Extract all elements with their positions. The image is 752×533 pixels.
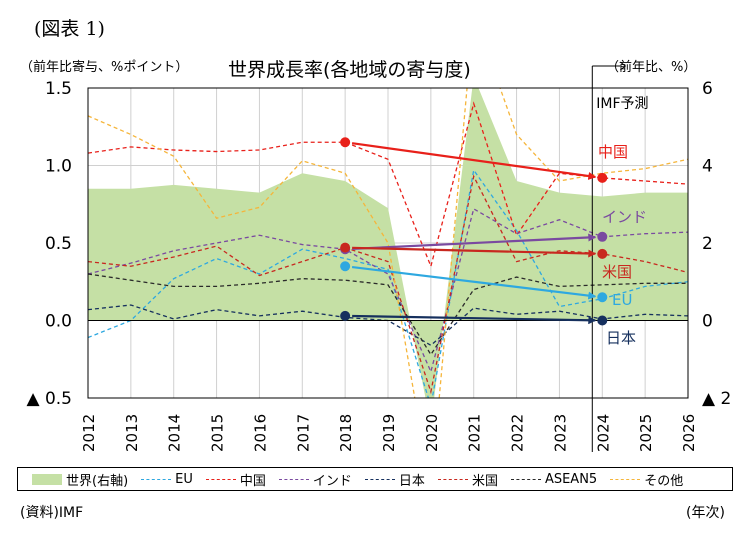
- y-left-tick-label: 0.5: [45, 234, 72, 254]
- y-left-tick-label: ▲ 0.5: [26, 389, 72, 409]
- forecast-arrow-head: [619, 61, 627, 71]
- highlight-dot-2018-米国: [340, 242, 351, 253]
- y-right-tick-label: 2: [702, 234, 713, 254]
- y-left-tick-label: 1.5: [45, 79, 72, 99]
- chart-title: 世界成長率(各地域の寄与度): [228, 59, 471, 81]
- legend: 世界(右軸) EU 中国 インド 日本 米国 ASEAN5 その他: [17, 467, 733, 491]
- source-note: (資料)IMF: [20, 505, 84, 521]
- legend-swatch: [510, 478, 541, 480]
- legend-item: 世界(右軸): [32, 470, 128, 489]
- x-tick-label: 2021: [466, 414, 484, 452]
- legend-swatch: [205, 478, 236, 480]
- right-axis-unit: （前年比、%）: [606, 60, 697, 75]
- legend-label: ASEAN5: [544, 471, 598, 487]
- highlight-arrow-中国: [351, 142, 597, 180]
- highlight-dot-2018-EU: [340, 261, 351, 272]
- series-line-EU: [88, 168, 688, 398]
- legend-item: インド: [278, 470, 352, 489]
- x-tick-label: 2026: [680, 414, 698, 452]
- legend-swatch: [610, 478, 641, 480]
- y-right-tick-label: 0: [702, 312, 713, 332]
- legend-label: 日本: [398, 473, 425, 489]
- highlight-label-EU: EU: [612, 291, 632, 309]
- forecast-label: IMF予測: [596, 96, 648, 112]
- highlight-dot-2024-日本: [597, 315, 608, 326]
- legend-label: 中国: [239, 473, 266, 489]
- highlight-dot-2018-日本: [340, 310, 351, 321]
- legend-label: 米国: [471, 473, 498, 489]
- legend-label: その他: [644, 473, 684, 489]
- x-tick-label: 2013: [123, 414, 141, 452]
- y-left-tick-label: 0.0: [45, 312, 72, 332]
- series-line-中国: [88, 101, 688, 269]
- x-tick-label: 2014: [166, 414, 184, 452]
- highlight-arrow-インド: [352, 233, 597, 250]
- legend-label: EU: [175, 471, 193, 487]
- plot-frame: [87, 87, 689, 399]
- highlight-dot-2024-米国: [597, 248, 608, 259]
- x-tick-label: 2024: [594, 414, 612, 452]
- highlight-label-日本: 日本: [606, 329, 636, 347]
- x-tick-label: 2023: [551, 414, 569, 452]
- y-right-tick-label: 4: [702, 157, 713, 177]
- x-tick-label: 2017: [294, 414, 312, 452]
- x-tick-label: 2019: [380, 414, 398, 452]
- legend-item: ASEAN5: [510, 471, 598, 487]
- highlight-arrow-EU: [351, 265, 597, 300]
- legend-label: 世界(右軸): [66, 473, 129, 489]
- x-tick-label: 2025: [637, 414, 655, 452]
- series-line-その他: [88, 88, 688, 398]
- figure-label: (図表 1): [34, 18, 105, 40]
- y-left-tick-label: 1.0: [45, 157, 72, 177]
- legend-swatch: [437, 478, 468, 480]
- highlight-dot-2024-EU: [597, 292, 608, 303]
- legend-swatch: [278, 478, 309, 480]
- legend-item: EU: [141, 472, 193, 487]
- highlight-dot-2024-中国: [597, 172, 608, 183]
- highlight-label-インド: インド: [602, 208, 647, 226]
- legend-item: その他: [610, 470, 683, 489]
- series-line-ASEAN5: [88, 273, 688, 356]
- legend-swatch: [364, 478, 395, 480]
- highlight-arrow-日本: [352, 314, 597, 325]
- legend-item: 中国: [205, 470, 266, 489]
- x-tick-label: 2022: [509, 414, 527, 452]
- left-axis-unit: （前年比寄与、%ポイント）: [20, 60, 189, 75]
- x-axis-unit: (年次): [686, 505, 725, 521]
- legend-swatch: [32, 473, 62, 485]
- highlight-dot-2018-中国: [340, 137, 351, 148]
- highlight-arrow-米国: [352, 246, 597, 258]
- legend-item: 米国: [437, 470, 498, 489]
- legend-label: インド: [312, 473, 352, 489]
- highlight-label-米国: 米国: [602, 263, 632, 281]
- highlight-label-中国: 中国: [598, 143, 628, 161]
- legend-swatch: [141, 478, 172, 480]
- legend-item: 日本: [364, 470, 425, 489]
- x-tick-label: 2015: [209, 414, 227, 452]
- y-right-tick-label: ▲ 2: [702, 389, 731, 409]
- highlight-dot-2024-インド: [597, 231, 608, 242]
- x-tick-label: 2016: [251, 414, 269, 452]
- x-tick-label: 2012: [80, 414, 98, 452]
- y-right-tick-label: 6: [702, 79, 713, 99]
- x-tick-label: 2020: [423, 414, 441, 452]
- x-tick-label: 2018: [337, 414, 355, 452]
